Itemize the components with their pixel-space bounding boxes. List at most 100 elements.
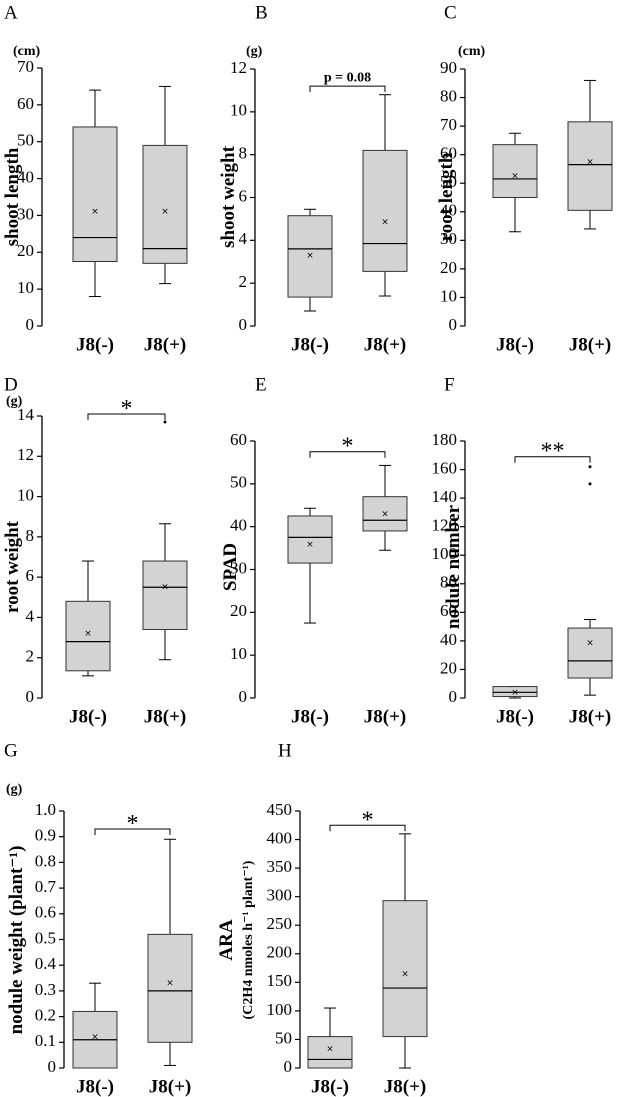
y-tick-label: 70 [440, 115, 457, 134]
y-tick-label: 140 [432, 487, 458, 506]
x-category-label: J8(-) [291, 706, 329, 727]
box-j8-plus: × [382, 833, 428, 1069]
y-tick-label: 20 [440, 658, 457, 677]
panel-a: A (cm) 0 10 20 30 40 50 60 70 shoot length × J8(-) × J… [2, 2, 188, 355]
box-j8-minus: × [65, 560, 111, 677]
y-tick-label: 10 [230, 644, 247, 663]
y-tick-label: 20 [17, 241, 34, 260]
unit-label: (cm) [458, 44, 486, 59]
significance-bracket [514, 456, 591, 463]
y-tick-label: 160 [432, 458, 458, 477]
iqr-box [142, 560, 188, 631]
panel-d: D(g) 0 2 4 6 8 10 12 14 root weight × J8(-) × J8(+) * [2, 374, 188, 727]
iqr-box [142, 144, 188, 264]
mean-marker: × [91, 207, 99, 217]
panel-letter: H [278, 740, 292, 761]
y-tick-label: 450 [267, 800, 293, 819]
y-tick-label: 0.9 [35, 826, 56, 845]
significance-label: * [362, 807, 374, 833]
y-tick-label: 4 [26, 606, 35, 625]
x-category-label: J8(+) [569, 334, 611, 355]
panel-b: B (g) 0 2 4 6 8 10 12 shoot weight × J8(-) × J8(+) p =… [218, 2, 408, 355]
y-tick-label: 0.2 [35, 1006, 56, 1025]
y-tick-label: 20 [440, 258, 457, 277]
box-j8-plus: × [147, 838, 193, 1066]
outlier-point [588, 482, 592, 486]
mean-marker: × [401, 969, 409, 979]
y-tick-label: 40 [440, 630, 457, 649]
y-tick-label: 200 [267, 943, 293, 962]
mean-marker: × [326, 1045, 334, 1055]
y-tick-label: 6 [239, 186, 248, 205]
y-tick-label: 0 [48, 1057, 57, 1076]
panel-h: H 0 50 100 150 200 250 300 350 400 450 ARA (C2H4 nmo… [216, 740, 428, 1097]
y-tick-label: 10 [17, 278, 34, 297]
y-tick-label: 0 [26, 687, 35, 706]
mean-marker: × [381, 218, 389, 228]
mean-marker: × [84, 629, 92, 639]
y-tick-label: 10 [230, 101, 247, 120]
panel-letter: F [444, 374, 455, 395]
y-tick-label: 2 [26, 647, 35, 666]
significance-bracket [87, 413, 166, 420]
y-tick-label: 100 [432, 544, 458, 563]
y-tick-label: 0 [239, 687, 248, 706]
significance-bracket [94, 828, 171, 835]
box-j8-plus: × [142, 85, 188, 285]
panel-letter: D [4, 374, 18, 395]
mean-marker: × [586, 639, 594, 649]
box-j8-plus: × [567, 465, 613, 696]
box-j8-minus: × [72, 89, 118, 298]
significance-label: ** [541, 439, 565, 465]
box-j8-minus: × [492, 686, 538, 699]
iqr-box [307, 1036, 353, 1069]
y-tick-label: 30 [17, 204, 34, 223]
mean-marker: × [161, 207, 169, 217]
x-category-label: J8(+) [384, 1076, 426, 1097]
y-tick-label: 0 [449, 315, 458, 334]
y-axis-label: SPAD [220, 543, 241, 591]
x-category-label: J8(+) [144, 334, 186, 355]
x-category-label: J8(-) [76, 1076, 114, 1097]
y-tick-label: 40 [17, 167, 34, 186]
y-tick-label: 50 [17, 131, 34, 150]
y-tick-label: 8 [26, 526, 35, 545]
y-tick-label: 60 [440, 601, 457, 620]
unit-label: (g) [6, 782, 23, 797]
mean-marker: × [511, 688, 519, 698]
y-tick-label: 120 [432, 516, 458, 535]
iqr-box [72, 126, 118, 262]
mean-marker: × [306, 251, 314, 261]
y-tick-label: 12 [17, 445, 34, 464]
box-j8-minus: × [72, 982, 118, 1069]
y-tick-label: 40 [230, 516, 247, 535]
y-tick-label: 0.5 [35, 928, 56, 947]
x-category-label: J8(-) [496, 706, 534, 727]
x-category-label: J8(-) [69, 706, 107, 727]
y-axis-label: root weight [2, 520, 23, 613]
iqr-box [492, 144, 538, 199]
x-category-label: J8(+) [364, 706, 406, 727]
significance-label: p = 0.08 [324, 70, 371, 85]
y-tick-label: 6 [26, 566, 35, 585]
y-tick-label: 0 [449, 687, 458, 706]
y-tick-label: 300 [267, 886, 293, 905]
mean-marker: × [511, 172, 519, 182]
unit-label: (cm) [13, 44, 41, 59]
y-tick-label: 10 [440, 286, 457, 305]
panel-g: G (g) 0 0.1 0.2 0.3 0.4 0.5 0.6 0.7 0.8 0.9 1.0 nodul… [4, 740, 193, 1097]
y-tick-label: 14 [17, 405, 35, 424]
significance-label: * [121, 396, 133, 422]
iqr-box [492, 686, 538, 698]
y-tick-label: 0 [284, 1057, 293, 1076]
panel-letter: A [4, 2, 18, 23]
y-tick-label: 12 [230, 58, 247, 77]
y-tick-label: 60 [17, 94, 34, 113]
y-axis-label-secondary: (C2H4 nmoles h⁻¹ plant⁻¹) [241, 860, 256, 1019]
y-tick-label: 4 [239, 229, 248, 248]
iqr-box [382, 900, 428, 1038]
y-axis-label: shoot weight [218, 145, 239, 248]
y-tick-label: 70 [17, 57, 34, 76]
y-tick-label: 2 [239, 272, 248, 291]
